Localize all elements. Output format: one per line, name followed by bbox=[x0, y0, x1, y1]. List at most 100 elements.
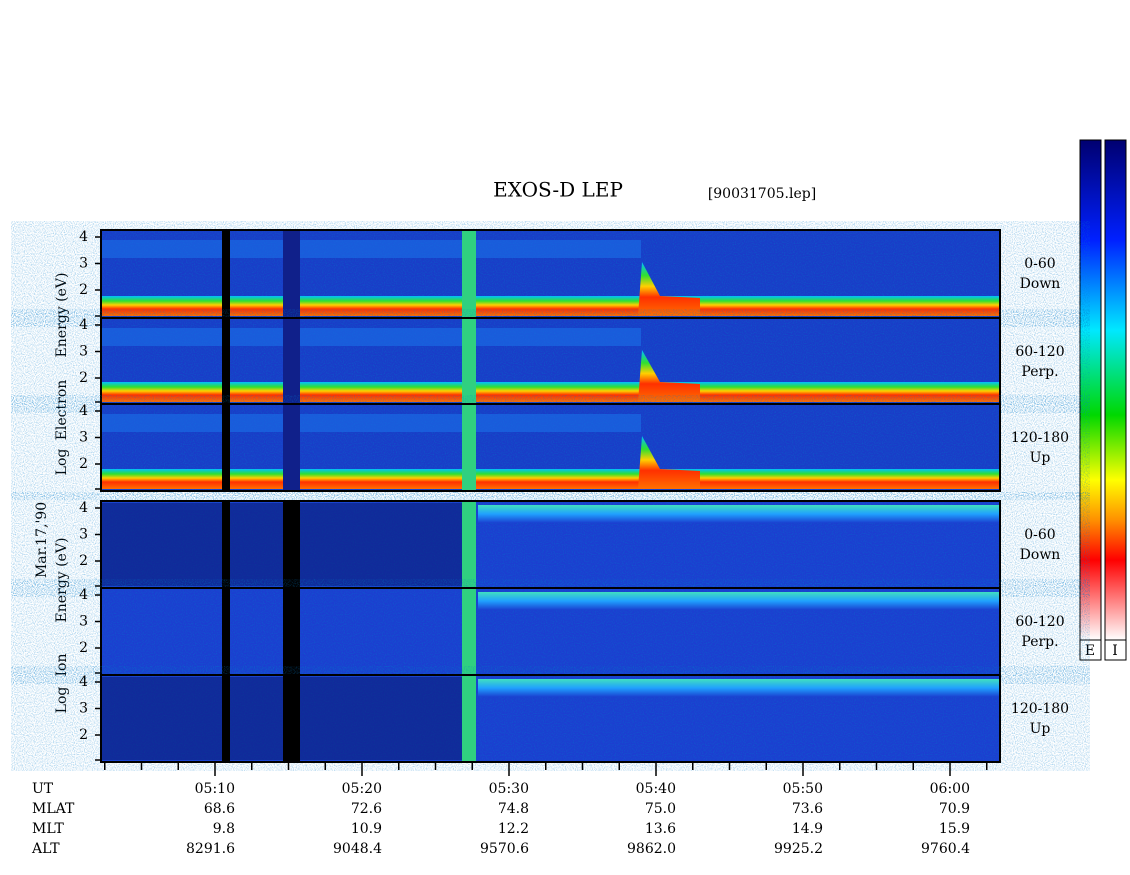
y-tick-label: 2 bbox=[79, 370, 88, 386]
data-gap bbox=[222, 404, 230, 491]
colorbar-box bbox=[1079, 639, 1102, 661]
row-value: 05:20 bbox=[342, 781, 382, 797]
row-value: 75.0 bbox=[645, 801, 676, 817]
spectrogram-band bbox=[101, 469, 1000, 489]
axis-label: Electron bbox=[54, 380, 70, 441]
spectrogram-stripe bbox=[462, 404, 476, 491]
y-tick-label: 3 bbox=[79, 344, 88, 360]
data-gap bbox=[222, 588, 230, 675]
row-value: 70.9 bbox=[939, 801, 970, 817]
spectrogram-burst bbox=[638, 262, 700, 316]
data-gap bbox=[283, 404, 300, 491]
spectrogram-stripe bbox=[462, 501, 476, 588]
colorbar-label: E bbox=[1085, 643, 1095, 659]
row-name: UT bbox=[32, 781, 54, 797]
y-tick-label: 4 bbox=[79, 674, 88, 690]
y-tick-label: 2 bbox=[79, 282, 88, 298]
row-value: 15.9 bbox=[939, 821, 970, 837]
data-gap bbox=[283, 318, 300, 404]
spectrogram-band bbox=[101, 240, 641, 258]
data-gap bbox=[283, 230, 300, 318]
y-tick-label: 2 bbox=[79, 456, 88, 472]
data-gap bbox=[283, 675, 300, 762]
y-tick-label: 2 bbox=[79, 727, 88, 743]
row-value: 05:40 bbox=[636, 781, 676, 797]
spectrogram-burst bbox=[638, 350, 700, 402]
panel-label: 60-120 bbox=[1015, 614, 1064, 630]
row-value: 68.6 bbox=[204, 801, 235, 817]
row-value: 9925.2 bbox=[774, 841, 823, 857]
y-tick-label: 2 bbox=[79, 640, 88, 656]
panel-label: Perp. bbox=[1021, 364, 1058, 380]
axis-label: Energy (eV) bbox=[54, 273, 70, 358]
date: Mar.17,'90 bbox=[34, 502, 50, 578]
spectrogram-band bbox=[101, 328, 641, 346]
row-value: 9760.4 bbox=[921, 841, 970, 857]
y-tick-label: 4 bbox=[79, 229, 88, 245]
row-name: MLT bbox=[32, 821, 64, 837]
panel-label: 120-180 bbox=[1011, 701, 1069, 717]
row-name: ALT bbox=[31, 841, 60, 857]
spectrogram-band bbox=[478, 505, 1000, 523]
row-value: 73.6 bbox=[792, 801, 823, 817]
panel-label: Perp. bbox=[1021, 634, 1058, 650]
spectrogram-band bbox=[101, 296, 1000, 316]
y-tick-label: 4 bbox=[79, 403, 88, 419]
colorbar bbox=[1104, 139, 1127, 641]
row-value: 13.6 bbox=[645, 821, 676, 837]
row-value: 8291.6 bbox=[186, 841, 235, 857]
row-value: 72.6 bbox=[351, 801, 382, 817]
row-value: 9570.6 bbox=[480, 841, 529, 857]
row-name: MLAT bbox=[32, 801, 75, 817]
y-tick-label: 4 bbox=[79, 587, 88, 603]
row-value: 06:00 bbox=[930, 781, 970, 797]
row-value: 05:50 bbox=[783, 781, 823, 797]
panel-label: 120-180 bbox=[1011, 430, 1069, 446]
spectrogram-band bbox=[101, 382, 1000, 402]
spectrogram-burst bbox=[638, 436, 700, 489]
row-value: 05:30 bbox=[489, 781, 529, 797]
y-tick-label: 3 bbox=[79, 527, 88, 543]
panel-label: Up bbox=[1030, 721, 1051, 737]
axis-label: Log bbox=[54, 687, 70, 714]
spectrogram-stripe bbox=[462, 675, 476, 762]
row-value: 12.2 bbox=[498, 821, 529, 837]
data-gap bbox=[283, 501, 300, 588]
data-gap bbox=[222, 675, 230, 762]
file-name: [90031705.lep] bbox=[708, 186, 816, 202]
y-tick-label: 3 bbox=[79, 256, 88, 272]
panel-label: Up bbox=[1030, 450, 1051, 466]
spectrogram-stripe bbox=[462, 588, 476, 675]
spectrogram-band bbox=[478, 679, 1000, 697]
axis-label: Ion bbox=[54, 654, 70, 677]
y-tick-label: 3 bbox=[79, 614, 88, 630]
colorbar-box bbox=[1104, 639, 1127, 661]
axis-label: Log bbox=[54, 449, 70, 476]
row-value: 05:10 bbox=[195, 781, 235, 797]
row-value: 74.8 bbox=[498, 801, 529, 817]
panel-label: 0-60 bbox=[1024, 256, 1055, 272]
panel-label: Down bbox=[1020, 547, 1061, 563]
panel-label: 60-120 bbox=[1015, 344, 1064, 360]
y-tick-label: 4 bbox=[79, 500, 88, 516]
data-gap bbox=[222, 501, 230, 588]
row-value: 9.8 bbox=[213, 821, 235, 837]
axis-label: Energy (eV) bbox=[54, 538, 70, 623]
spectrogram-stripe bbox=[462, 230, 476, 318]
data-gap bbox=[283, 588, 300, 675]
y-tick-label: 3 bbox=[79, 701, 88, 717]
spectrogram-band bbox=[101, 414, 641, 432]
row-value: 10.9 bbox=[351, 821, 382, 837]
y-tick-label: 4 bbox=[79, 317, 88, 333]
row-value: 9862.0 bbox=[627, 841, 676, 857]
colorbar bbox=[1079, 139, 1102, 641]
y-tick-label: 2 bbox=[79, 553, 88, 569]
data-gap bbox=[222, 318, 230, 404]
colorbar-label: I bbox=[1112, 643, 1118, 659]
row-value: 14.9 bbox=[792, 821, 823, 837]
title: EXOS-D LEP bbox=[493, 178, 623, 202]
data-gap bbox=[222, 230, 230, 318]
panel-label: 0-60 bbox=[1024, 527, 1055, 543]
y-tick-label: 3 bbox=[79, 430, 88, 446]
